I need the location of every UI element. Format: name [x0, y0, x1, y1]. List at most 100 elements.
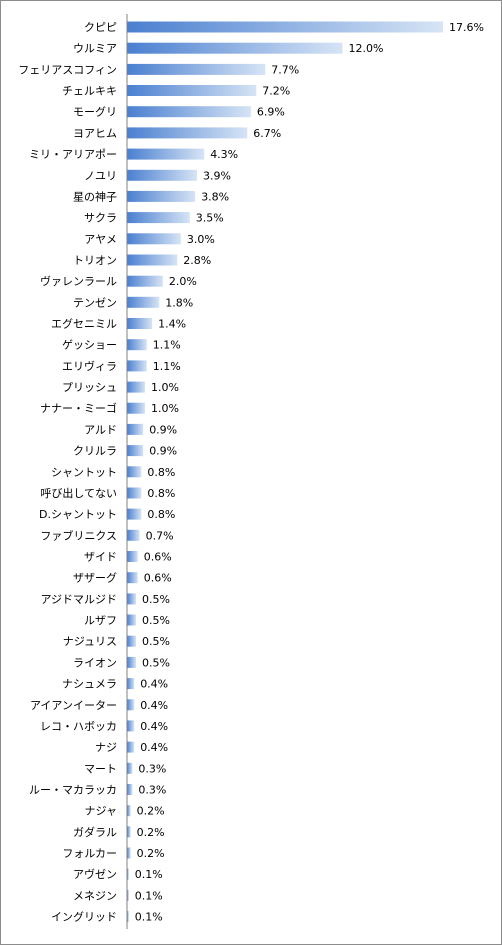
bar	[127, 826, 131, 838]
bars-group	[127, 21, 443, 923]
category-label: プリッシュ	[62, 381, 117, 394]
bar	[127, 508, 142, 520]
bar	[127, 402, 145, 414]
bar	[127, 148, 205, 160]
bar	[127, 21, 443, 33]
bar	[127, 212, 190, 224]
bar	[127, 656, 136, 668]
bar	[127, 275, 163, 287]
category-label: クピピ	[84, 21, 117, 34]
value-label: 0.8%	[147, 508, 175, 521]
value-label: 2.0%	[169, 275, 197, 288]
value-label: 0.5%	[142, 593, 170, 606]
category-label: ナナー・ミーゴ	[40, 401, 117, 415]
value-label: 0.1%	[135, 868, 163, 881]
value-label: 0.2%	[137, 847, 165, 860]
value-label: 1.0%	[151, 381, 179, 394]
category-label: アルド	[84, 423, 117, 436]
category-label: ルー・マカラッカ	[29, 784, 117, 797]
value-label: 3.5%	[196, 212, 224, 225]
bar	[127, 127, 248, 139]
category-label: ナジ	[95, 741, 117, 754]
bar	[127, 572, 138, 584]
value-label: 1.1%	[153, 339, 181, 352]
category-label: ザイド	[84, 551, 117, 564]
value-label: 6.9%	[257, 106, 285, 119]
bar	[127, 741, 135, 753]
category-label: ヨアヒム	[73, 127, 117, 140]
value-label: 0.6%	[144, 551, 172, 564]
bar	[127, 868, 129, 880]
value-label: 0.7%	[146, 529, 174, 542]
category-label: ファブリニクス	[40, 528, 117, 542]
category-label: レコ・ハボッカ	[40, 720, 117, 733]
value-label: 7.2%	[262, 85, 290, 98]
value-label: 0.4%	[140, 741, 168, 754]
bar	[127, 635, 136, 647]
value-label: 1.0%	[151, 402, 179, 415]
value-label: 7.7%	[271, 63, 299, 76]
category-label: エリヴィラ	[62, 359, 117, 373]
value-label: 12.0%	[349, 42, 384, 55]
value-label: 0.2%	[137, 826, 165, 839]
bar	[127, 466, 142, 478]
value-label: 1.8%	[165, 296, 193, 309]
value-label: 0.1%	[135, 889, 163, 902]
bar	[127, 445, 144, 457]
bar	[127, 529, 140, 541]
category-label: ザザーグ	[73, 571, 117, 585]
category-label: ライオン	[73, 656, 117, 669]
category-label: フォルカー	[62, 847, 117, 860]
category-label: ルザフ	[84, 614, 117, 627]
category-label: マート	[84, 762, 117, 775]
category-label: ガダラル	[73, 825, 117, 839]
category-label: ナジャ	[85, 805, 117, 818]
value-label: 6.7%	[253, 127, 281, 140]
value-label: 0.3%	[138, 784, 166, 797]
bar	[127, 805, 131, 817]
value-label: 3.9%	[203, 169, 231, 182]
category-label: 星の神子	[73, 189, 117, 203]
category-label: イングリッド	[51, 910, 117, 924]
category-label: エグセニミル	[51, 317, 117, 331]
bar	[127, 678, 135, 690]
category-label: アジドマルジド	[40, 593, 117, 606]
value-label: 0.5%	[142, 635, 170, 648]
category-label: テンゼン	[73, 296, 117, 309]
category-label: フェリアスコフィン	[18, 63, 117, 76]
value-label: 3.0%	[187, 233, 215, 246]
bar	[127, 784, 133, 795]
bar	[127, 423, 144, 435]
value-label: 1.1%	[153, 360, 181, 373]
value-label: 2.8%	[183, 254, 211, 267]
category-label: ヴァレンラール	[40, 274, 117, 288]
bar	[127, 614, 136, 626]
category-label: ゲッショー	[62, 339, 117, 352]
bar	[127, 699, 135, 711]
value-label: 0.8%	[147, 466, 175, 479]
category-label: ウルミア	[73, 42, 117, 55]
category-label: ノユリ	[84, 169, 117, 182]
bar	[127, 296, 160, 308]
value-label: 4.3%	[210, 148, 238, 161]
bar	[127, 487, 142, 499]
value-label: 0.2%	[137, 805, 165, 818]
bar	[127, 360, 147, 372]
category-label: ミリ・アリアポー	[29, 148, 117, 161]
category-label: メネジン	[73, 889, 117, 902]
value-label: 17.6%	[449, 21, 484, 34]
category-label: アヴゼン	[73, 867, 117, 881]
category-label: ナジュリス	[63, 635, 117, 648]
value-label: 0.9%	[149, 445, 177, 458]
bar	[127, 233, 181, 245]
bar	[127, 762, 133, 774]
value-label: 0.9%	[149, 423, 177, 436]
value-label: 0.4%	[140, 678, 168, 691]
bar	[127, 889, 129, 901]
bar	[127, 63, 266, 75]
bar	[127, 339, 147, 351]
value-label: 1.4%	[158, 318, 186, 331]
bar	[127, 169, 197, 181]
value-labels-group: 17.6% 12.0% 7.7% 7.2% 6.9% 6.7% 4.3% 3.9% 3.8% 3.…	[135, 21, 484, 924]
